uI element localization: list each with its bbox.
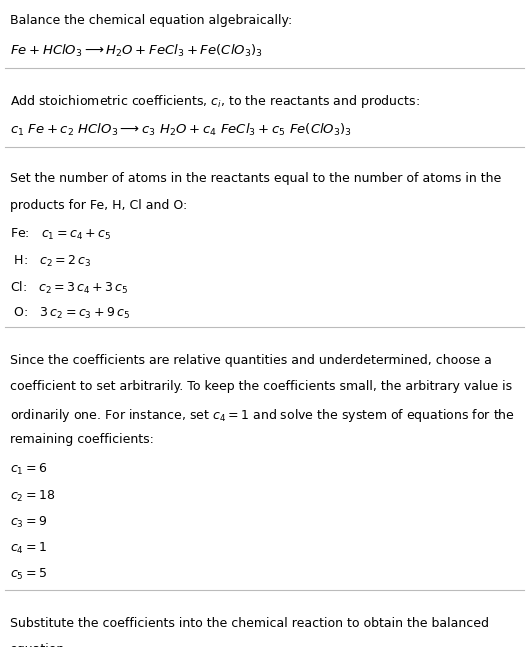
Text: Since the coefficients are relative quantities and underdetermined, choose a: Since the coefficients are relative quan…	[10, 354, 491, 367]
Text: H:   $c_2 = 2\,c_3$: H: $c_2 = 2\,c_3$	[10, 254, 91, 269]
Text: Cl:   $c_2 = 3\,c_4 + 3\,c_5$: Cl: $c_2 = 3\,c_4 + 3\,c_5$	[10, 280, 128, 296]
Text: Set the number of atoms in the reactants equal to the number of atoms in the: Set the number of atoms in the reactants…	[10, 172, 501, 185]
Text: $Fe + HClO_3 \longrightarrow H_2O + FeCl_3 + Fe(ClO_3)_3$: $Fe + HClO_3 \longrightarrow H_2O + FeCl…	[10, 43, 262, 59]
Text: O:   $3\,c_2 = c_3 + 9\,c_5$: O: $3\,c_2 = c_3 + 9\,c_5$	[10, 306, 130, 321]
Text: Substitute the coefficients into the chemical reaction to obtain the balanced: Substitute the coefficients into the che…	[10, 617, 488, 630]
Text: $c_2 = 18$: $c_2 = 18$	[10, 488, 54, 504]
Text: coefficient to set arbitrarily. To keep the coefficients small, the arbitrary va: coefficient to set arbitrarily. To keep …	[10, 380, 512, 393]
Text: $c_4 = 1$: $c_4 = 1$	[10, 541, 47, 556]
Text: remaining coefficients:: remaining coefficients:	[10, 433, 153, 446]
Text: $c_1 = 6$: $c_1 = 6$	[10, 463, 47, 477]
Text: ordinarily one. For instance, set $c_4 = 1$ and solve the system of equations fo: ordinarily one. For instance, set $c_4 =…	[10, 406, 515, 424]
Text: Add stoichiometric coefficients, $c_i$, to the reactants and products:: Add stoichiometric coefficients, $c_i$, …	[10, 93, 419, 110]
Text: equation:: equation:	[10, 643, 69, 647]
Text: $c_1\ Fe + c_2\ HClO_3 \longrightarrow c_3\ H_2O + c_4\ FeCl_3 + c_5\ Fe(ClO_3)_: $c_1\ Fe + c_2\ HClO_3 \longrightarrow c…	[10, 122, 352, 138]
Text: Fe:   $c_1 = c_4 + c_5$: Fe: $c_1 = c_4 + c_5$	[10, 227, 111, 242]
Text: $c_3 = 9$: $c_3 = 9$	[10, 515, 47, 530]
Text: $c_5 = 5$: $c_5 = 5$	[10, 567, 47, 582]
Text: Balance the chemical equation algebraically:: Balance the chemical equation algebraica…	[10, 14, 292, 27]
Text: products for Fe, H, Cl and O:: products for Fe, H, Cl and O:	[10, 199, 187, 212]
